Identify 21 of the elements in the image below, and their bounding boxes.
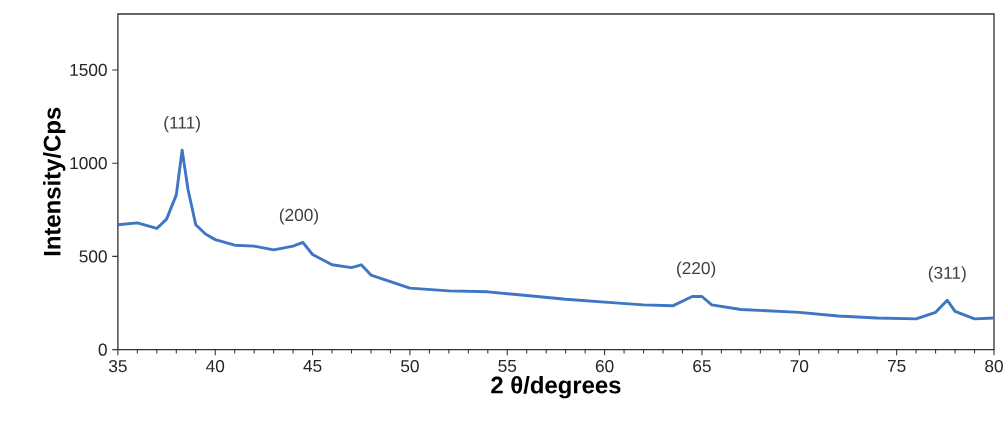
x-tick-label: 70	[790, 360, 809, 373]
x-tick-label: 55	[498, 360, 517, 373]
x-tick-label: 50	[401, 360, 419, 373]
annotation: (311)	[928, 266, 966, 283]
x-tick-label: 45	[303, 360, 322, 373]
annotation: (200)	[279, 208, 319, 225]
annotation: (111)	[164, 116, 200, 133]
y-tick-label: 1000	[70, 157, 107, 170]
x-tick-label: 75	[887, 360, 906, 373]
x-tick-label: 80	[985, 360, 1003, 373]
y-axis-title: Intensity/Cps	[43, 108, 66, 256]
annotation: (220)	[677, 261, 716, 278]
x-tick-label: 60	[595, 360, 614, 373]
x-tick-label: 40	[206, 360, 225, 373]
line-series	[117, 148, 994, 321]
x-tick-label: 65	[693, 360, 711, 373]
y-tick-label: 1500	[70, 64, 107, 77]
y-tick-label: 0	[98, 343, 107, 356]
x-axis-title: 2 θ/degrees	[491, 376, 621, 399]
x-tick-label: 35	[108, 360, 127, 373]
y-tick-label: 500	[79, 250, 107, 263]
